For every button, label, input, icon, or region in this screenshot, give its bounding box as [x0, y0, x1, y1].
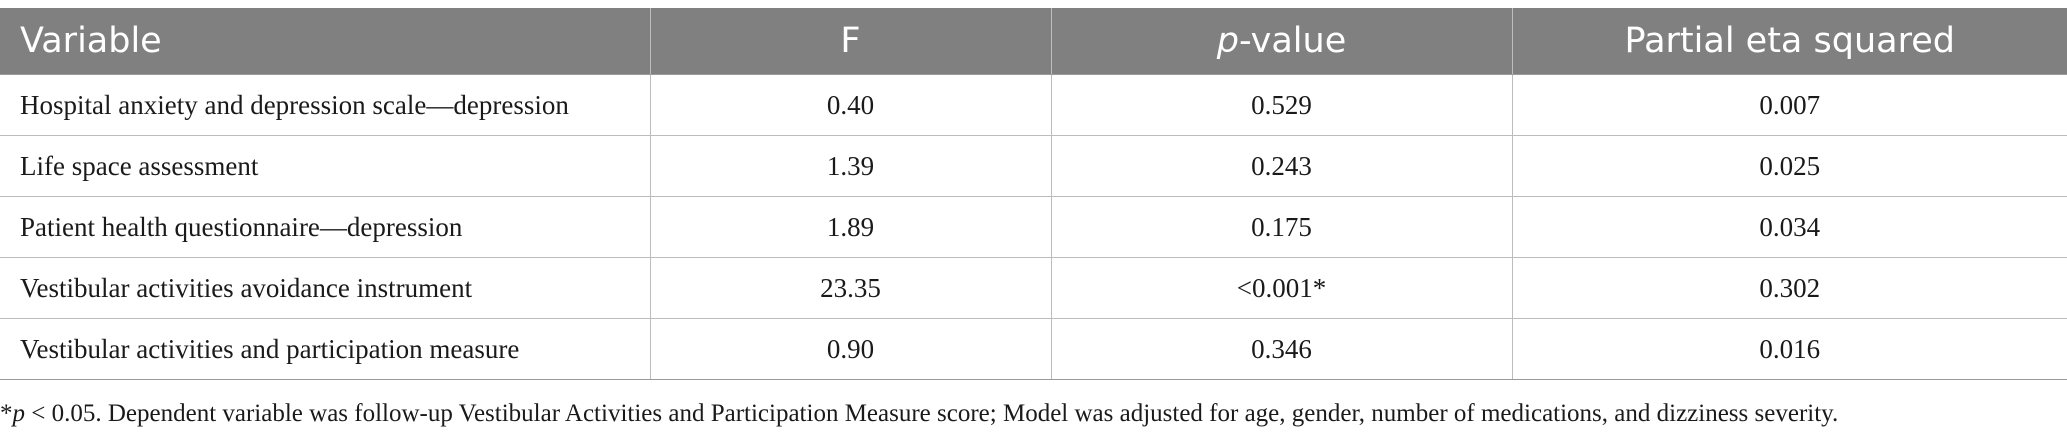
- header-p-value: p-value: [1051, 8, 1513, 75]
- footnote-p-italic: p: [12, 400, 26, 427]
- table-body: Hospital anxiety and depression scale—de…: [0, 74, 2067, 380]
- cell-eta: 0.034: [1512, 196, 2067, 258]
- cell-p-value: 0.529: [1051, 74, 1513, 136]
- cell-p-value: 0.175: [1051, 196, 1513, 258]
- footnote-text: < 0.05. Dependent variable was follow-up…: [25, 400, 1839, 427]
- cell-f: 0.40: [650, 74, 1052, 136]
- cell-f: 23.35: [650, 257, 1052, 319]
- cell-p-value: 0.346: [1051, 318, 1513, 380]
- cell-f: 1.89: [650, 196, 1052, 258]
- header-p-italic: p: [1216, 21, 1239, 61]
- header-p-rest: -value: [1238, 21, 1347, 61]
- cell-f: 0.90: [650, 318, 1052, 380]
- results-table: Variable F p-value Partial eta squared H…: [0, 8, 2067, 380]
- table-header: Variable F p-value Partial eta squared: [0, 8, 2067, 75]
- table-row: Hospital anxiety and depression scale—de…: [0, 74, 2067, 136]
- cell-p-value: <0.001*: [1051, 257, 1513, 319]
- table-row: Vestibular activities and participation …: [0, 318, 2067, 380]
- cell-p-value: 0.243: [1051, 135, 1513, 197]
- table-row: Patient health questionnaire—depression …: [0, 196, 2067, 258]
- cell-variable: Patient health questionnaire—depression: [0, 196, 651, 258]
- cell-eta: 0.007: [1512, 74, 2067, 136]
- cell-variable: Hospital anxiety and depression scale—de…: [0, 74, 651, 136]
- header-variable: Variable: [0, 8, 651, 75]
- cell-variable: Vestibular activities avoidance instrume…: [0, 257, 651, 319]
- footnote-star: *: [0, 400, 13, 427]
- header-f: F: [650, 8, 1052, 75]
- table-row: Life space assessment 1.39 0.243 0.025: [0, 135, 2067, 197]
- header-partial-eta-squared: Partial eta squared: [1512, 8, 2067, 75]
- cell-eta: 0.302: [1512, 257, 2067, 319]
- cell-eta: 0.016: [1512, 318, 2067, 380]
- table-row: Vestibular activities avoidance instrume…: [0, 257, 2067, 319]
- header-row: Variable F p-value Partial eta squared: [0, 8, 2067, 75]
- table-footnote: *p < 0.05. Dependent variable was follow…: [0, 400, 1838, 428]
- cell-f: 1.39: [650, 135, 1052, 197]
- cell-variable: Vestibular activities and participation …: [0, 318, 651, 380]
- results-table-container: Variable F p-value Partial eta squared H…: [0, 8, 2067, 380]
- cell-eta: 0.025: [1512, 135, 2067, 197]
- cell-variable: Life space assessment: [0, 135, 651, 197]
